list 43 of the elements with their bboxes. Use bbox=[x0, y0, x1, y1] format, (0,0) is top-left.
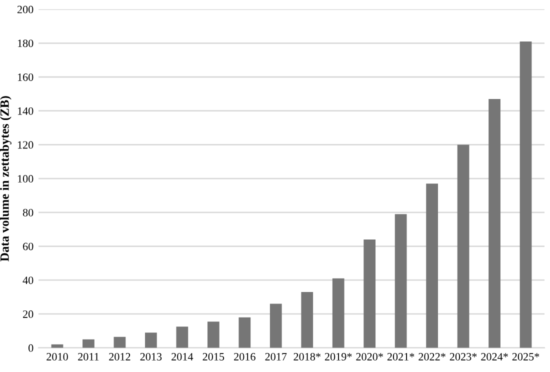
bar bbox=[394, 214, 407, 348]
bar bbox=[207, 322, 220, 348]
y-tick-label: 200 bbox=[17, 6, 34, 14]
x-tick-label: 2022* bbox=[418, 353, 446, 360]
bar bbox=[238, 317, 251, 348]
bar bbox=[332, 278, 344, 348]
y-tick-label: 80 bbox=[22, 208, 34, 216]
y-tick-label: 160 bbox=[18, 73, 34, 81]
y-tick-label: 60 bbox=[23, 242, 34, 250]
x-tick-label: 2011 bbox=[78, 353, 99, 360]
y-axis-title: Data volume in zettabytes (ZB) bbox=[0, 96, 12, 262]
x-tick-label: 2024* bbox=[481, 353, 508, 360]
x-tick-label: 2020* bbox=[356, 353, 383, 360]
x-tick-label: 2013 bbox=[140, 353, 162, 360]
bar bbox=[364, 239, 376, 348]
x-tick-label: 2016 bbox=[234, 353, 256, 360]
y-tick-label: 20 bbox=[23, 310, 34, 318]
y-tick-label: 100 bbox=[18, 175, 34, 183]
x-tick-label: 2025* bbox=[512, 353, 540, 360]
x-tick-label: 2014 bbox=[172, 353, 194, 360]
x-tick-label: 2017 bbox=[265, 353, 287, 360]
bar bbox=[176, 326, 188, 348]
x-tick-label: 2010 bbox=[46, 353, 68, 360]
y-tick-label: 0 bbox=[28, 344, 34, 352]
y-tick-label: 140 bbox=[18, 107, 34, 115]
y-tick-label: 180 bbox=[18, 40, 34, 48]
x-tick-label: 2018* bbox=[294, 353, 320, 360]
bar bbox=[520, 41, 532, 348]
x-tick-label: 2012 bbox=[109, 353, 130, 360]
bar bbox=[270, 304, 282, 348]
bar bbox=[82, 339, 94, 348]
y-tick-label: 120 bbox=[18, 141, 34, 149]
bar bbox=[488, 99, 500, 348]
bar bbox=[145, 332, 157, 348]
bar bbox=[301, 292, 314, 348]
bar bbox=[114, 336, 126, 348]
bar bbox=[457, 144, 470, 348]
x-tick-label: 2015 bbox=[202, 353, 224, 360]
x-tick-label: 2019* bbox=[324, 353, 352, 360]
x-tick-label: 2023* bbox=[450, 353, 477, 360]
x-tick-label: 2021* bbox=[387, 353, 414, 360]
y-tick-label: 40 bbox=[22, 276, 34, 284]
bar bbox=[426, 184, 438, 348]
